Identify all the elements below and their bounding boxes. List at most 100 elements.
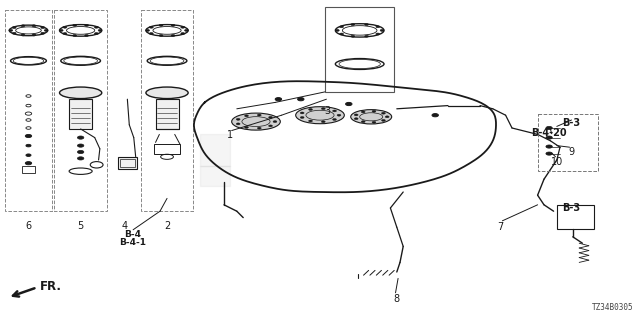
- Circle shape: [73, 35, 77, 36]
- Circle shape: [335, 29, 339, 31]
- Text: 7: 7: [497, 222, 504, 232]
- Circle shape: [41, 27, 45, 28]
- Circle shape: [44, 29, 48, 31]
- Bar: [156, 99, 179, 129]
- Circle shape: [159, 35, 163, 36]
- Bar: [120, 159, 135, 167]
- Circle shape: [273, 121, 277, 123]
- Text: 5: 5: [77, 221, 84, 231]
- Circle shape: [26, 162, 31, 165]
- Circle shape: [355, 118, 358, 120]
- Text: 9: 9: [568, 147, 575, 157]
- Circle shape: [340, 26, 344, 28]
- Circle shape: [146, 29, 150, 31]
- Circle shape: [351, 35, 355, 37]
- Text: B-4: B-4: [125, 230, 141, 239]
- Circle shape: [21, 25, 25, 27]
- Circle shape: [300, 112, 304, 114]
- Bar: [325, 7, 394, 92]
- Bar: [22, 166, 35, 173]
- Circle shape: [84, 35, 88, 36]
- Bar: [538, 114, 598, 171]
- Circle shape: [376, 26, 380, 28]
- Circle shape: [149, 26, 153, 28]
- Circle shape: [32, 25, 36, 27]
- Circle shape: [362, 111, 365, 113]
- Text: B-4-20: B-4-20: [531, 128, 566, 138]
- Text: 1: 1: [227, 130, 234, 140]
- Circle shape: [333, 118, 337, 120]
- Circle shape: [355, 114, 358, 116]
- Circle shape: [546, 126, 552, 130]
- Circle shape: [432, 114, 438, 117]
- Circle shape: [77, 157, 84, 160]
- Circle shape: [171, 24, 175, 26]
- Text: B-3: B-3: [563, 203, 580, 213]
- Circle shape: [159, 24, 163, 26]
- Text: 3: 3: [324, 106, 331, 116]
- Circle shape: [300, 116, 304, 118]
- Circle shape: [9, 29, 13, 31]
- Circle shape: [77, 144, 84, 147]
- Circle shape: [236, 123, 240, 125]
- Ellipse shape: [296, 107, 344, 124]
- Circle shape: [365, 35, 369, 37]
- Circle shape: [380, 29, 384, 31]
- Bar: [141, 10, 193, 211]
- Text: 8: 8: [394, 294, 400, 304]
- Circle shape: [381, 112, 385, 114]
- Circle shape: [269, 116, 273, 118]
- Circle shape: [372, 121, 376, 123]
- Circle shape: [21, 34, 25, 36]
- Circle shape: [84, 24, 88, 26]
- Circle shape: [362, 121, 365, 123]
- Circle shape: [546, 152, 552, 155]
- Bar: [54, 10, 107, 211]
- Circle shape: [95, 26, 99, 28]
- Text: 2: 2: [164, 221, 170, 231]
- Circle shape: [184, 29, 188, 31]
- Bar: [154, 144, 180, 154]
- Circle shape: [257, 127, 261, 129]
- Circle shape: [244, 126, 248, 128]
- Circle shape: [546, 145, 552, 148]
- Circle shape: [340, 33, 344, 35]
- Circle shape: [26, 134, 31, 138]
- Circle shape: [365, 24, 369, 26]
- Circle shape: [181, 26, 185, 28]
- Circle shape: [372, 110, 376, 112]
- Ellipse shape: [60, 87, 102, 99]
- Text: 10: 10: [550, 157, 563, 167]
- Circle shape: [12, 27, 16, 28]
- Circle shape: [376, 33, 380, 35]
- Circle shape: [77, 136, 84, 139]
- Text: FR.: FR.: [40, 280, 62, 293]
- Circle shape: [381, 119, 385, 121]
- Circle shape: [63, 26, 67, 28]
- Circle shape: [333, 110, 337, 112]
- Ellipse shape: [351, 110, 392, 124]
- Circle shape: [77, 150, 84, 154]
- Text: B-4-1: B-4-1: [120, 238, 147, 247]
- Circle shape: [321, 108, 325, 110]
- Circle shape: [308, 108, 312, 110]
- Circle shape: [337, 114, 341, 116]
- Circle shape: [385, 116, 389, 118]
- Circle shape: [546, 136, 552, 139]
- Circle shape: [275, 98, 282, 101]
- Circle shape: [63, 33, 67, 35]
- Ellipse shape: [232, 113, 280, 130]
- Ellipse shape: [146, 87, 188, 99]
- Circle shape: [26, 154, 31, 156]
- Circle shape: [257, 114, 261, 116]
- Circle shape: [60, 29, 63, 31]
- Circle shape: [26, 144, 31, 147]
- Circle shape: [171, 35, 175, 36]
- Text: 6: 6: [25, 221, 31, 231]
- Circle shape: [181, 33, 185, 35]
- Circle shape: [236, 118, 240, 120]
- Circle shape: [351, 24, 355, 26]
- Text: 4: 4: [121, 221, 127, 231]
- Circle shape: [73, 24, 77, 26]
- Circle shape: [41, 32, 45, 34]
